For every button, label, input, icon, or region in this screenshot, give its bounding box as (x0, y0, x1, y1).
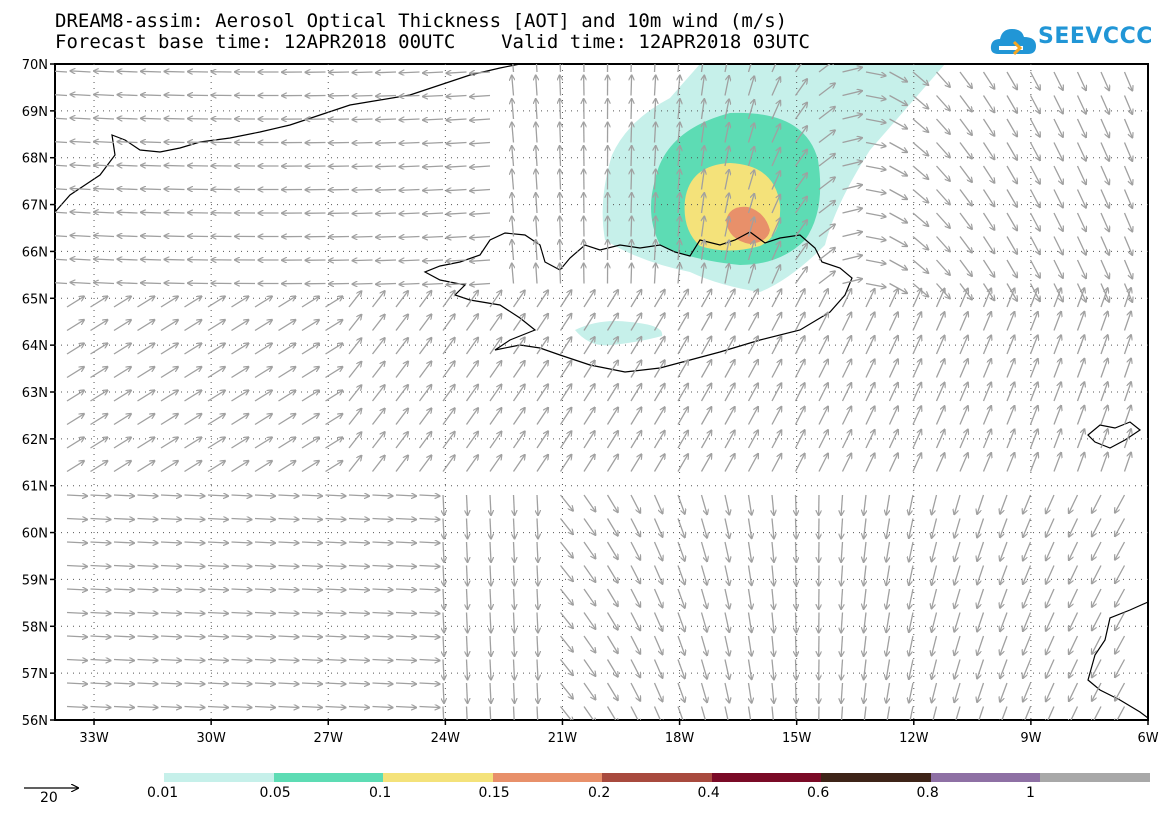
lat-tick-label: 66N (22, 245, 48, 260)
colorbar-label: 0.2 (588, 785, 611, 801)
lat-tick-label: 58N (22, 620, 48, 635)
lat-tick-label: 63N (22, 386, 48, 401)
map-title: DREAM8-assim: Aerosol Optical Thickness … (55, 10, 788, 32)
colorbar-segment (602, 773, 712, 782)
lon-tick-label: 21W (548, 731, 578, 746)
lat-tick-label: 69N (22, 105, 48, 120)
lon-tick-label: 27W (314, 731, 344, 746)
axis-ticks: 70N 69N 68N 67N 66N 65N 64N 63N 62N 61N 60N 59N 58N 5… (22, 58, 1159, 746)
colorbar-segment (711, 773, 821, 782)
lat-tick-label: 59N (22, 573, 48, 588)
lat-tick-label: 61N (22, 480, 48, 495)
lon-tick-label: 9W (1020, 731, 1041, 746)
colorbar-segment (1040, 773, 1150, 782)
lat-tick-label: 70N (22, 58, 48, 73)
logo-text: SEEVCCC (1038, 24, 1153, 49)
colorbar-segment (930, 773, 1040, 782)
colorbar-label: 0.1 (369, 785, 392, 801)
colorbar-label: 0.8 (916, 785, 939, 801)
colorbar (164, 773, 1150, 782)
colorbar-label: 0.6 (807, 785, 830, 801)
map-subtitle: Forecast base time: 12APR2018 00UTC Vali… (55, 31, 810, 53)
colorbar-segment (821, 773, 931, 782)
colorbar-label: 1 (1026, 785, 1035, 801)
iceland-coast (423, 231, 853, 373)
graticule (55, 64, 1148, 720)
lat-tick-label: 62N (22, 433, 48, 448)
faroe-coast (1087, 421, 1142, 449)
colorbar-label: 0.05 (259, 785, 291, 801)
colorbar-segment (383, 773, 493, 782)
scotland-coast (1087, 601, 1148, 719)
lon-tick-label: 15W (782, 731, 812, 746)
colorbar-label: 0.15 (478, 785, 510, 801)
colorbar-segment (492, 773, 602, 782)
seevccc-logo: SEEVCCC (990, 22, 1153, 62)
cloud-icon (990, 29, 1036, 56)
colorbar-label: 0.4 (697, 785, 720, 801)
colorbar-segment (164, 773, 274, 782)
aot-contour-0.15 (726, 206, 770, 244)
lon-tick-label: 33W (79, 731, 109, 746)
colorbar-segment (273, 773, 383, 782)
lon-tick-label: 18W (665, 731, 695, 746)
lat-tick-label: 57N (22, 667, 48, 682)
coastlines (55, 64, 1148, 719)
wind-reference-arrow (24, 780, 82, 820)
lat-tick-label: 68N (22, 152, 48, 167)
wind-reference-label: 20 (40, 790, 58, 806)
lat-tick-label: 64N (22, 339, 48, 354)
lon-tick-label: 12W (899, 731, 929, 746)
lat-tick-label: 67N (22, 199, 48, 214)
lon-tick-label: 6W (1137, 731, 1158, 746)
lat-tick-label: 65N (22, 292, 48, 307)
wind-vectors (55, 64, 1132, 720)
lat-tick-label: 60N (22, 527, 48, 542)
lon-tick-label: 30W (196, 731, 226, 746)
lon-tick-label: 24W (431, 731, 461, 746)
lat-tick-label: 56N (22, 714, 48, 729)
colorbar-label: 0.01 (147, 785, 179, 801)
